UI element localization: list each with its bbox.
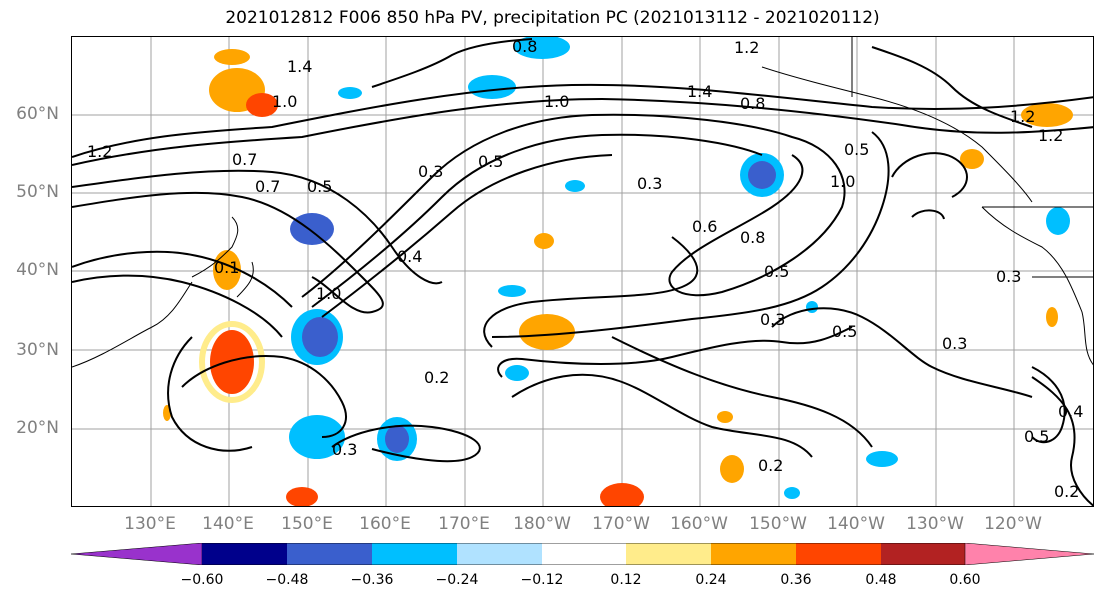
- map-panel: 0.8 1.2 1.4 1.0 1.0 1.4 0.8 1.2 1.2 0.7 …: [71, 36, 1094, 507]
- lat-label: 50°N: [16, 182, 59, 202]
- contour-label: 0.2: [1054, 482, 1079, 501]
- colorbar-segment: [796, 543, 881, 565]
- lon-label: 150°E: [281, 514, 333, 534]
- contour-label: 0.2: [424, 368, 449, 387]
- contour-label: 0.5: [832, 322, 857, 341]
- map-canvas: 0.8 1.2 1.4 1.0 1.0 1.4 0.8 1.2 1.2 0.7 …: [72, 37, 1093, 506]
- lon-label: 140°W: [827, 514, 885, 534]
- contour-label: 0.5: [1024, 427, 1049, 446]
- lat-label: 40°N: [16, 260, 59, 280]
- contour-label: 1.4: [687, 82, 712, 101]
- colorbar-tick-label: −0.24: [435, 572, 479, 588]
- contour-label: 1.2: [1038, 126, 1063, 145]
- colorbar-segment: [71, 543, 203, 565]
- contour-label: 1.2: [87, 142, 112, 161]
- contour-label: 0.1: [214, 258, 239, 277]
- lat-label: 30°N: [16, 340, 59, 360]
- colorbar-segment: [964, 543, 1094, 565]
- contour-label: 0.7: [255, 177, 280, 196]
- contour-label: 1.2: [1010, 107, 1035, 126]
- colorbar-tick-label: 0.48: [865, 572, 897, 588]
- contour-label: 0.2: [758, 456, 783, 475]
- contour-label: 1.0: [544, 92, 569, 111]
- colorbar-segment: [202, 543, 287, 565]
- contour-label: 0.5: [764, 262, 789, 281]
- contour-label: 0.8: [740, 94, 765, 113]
- lon-label: 160°E: [359, 514, 411, 534]
- lon-label: 150°W: [749, 514, 807, 534]
- lon-label: 130°E: [124, 514, 176, 534]
- colorbar-tick-label: −0.12: [520, 572, 564, 588]
- colorbar-segment: [287, 543, 372, 565]
- colorbar-segment: [457, 543, 542, 565]
- contour-label: 1.2: [734, 38, 759, 57]
- contour-label: 0.3: [942, 334, 967, 353]
- contour-label: 0.3: [418, 162, 443, 181]
- contour-label: 1.0: [830, 172, 855, 191]
- contour-label: 0.3: [996, 267, 1021, 286]
- colorbar-segment: [711, 543, 796, 565]
- colorbar-tick-label: −0.48: [265, 572, 309, 588]
- contour-label: 0.8: [740, 228, 765, 247]
- contour-label: 0.6: [692, 217, 717, 236]
- contour-label: 1.0: [316, 284, 341, 303]
- colorbar-tick-label: −0.60: [180, 572, 224, 588]
- colorbar-segment: [626, 543, 711, 565]
- lon-label: 180°W: [513, 514, 571, 534]
- colorbar-tick-label: −0.36: [350, 572, 394, 588]
- contour-label: 0.4: [397, 247, 422, 266]
- pv-contours: [72, 38, 1093, 506]
- contour-labels: 0.8 1.2 1.4 1.0 1.0 1.4 0.8 1.2 1.2 0.7 …: [87, 37, 1083, 501]
- colorbar-tick-label: 0.36: [780, 572, 812, 588]
- contour-label: 0.5: [478, 152, 503, 171]
- colorbar-segment: [542, 543, 626, 565]
- lat-label: 60°N: [16, 104, 59, 124]
- lon-label: 160°W: [670, 514, 728, 534]
- contour-label: 0.3: [760, 310, 785, 329]
- colorbar-tick-label: 0.60: [949, 572, 981, 588]
- lon-label: 130°W: [906, 514, 964, 534]
- lon-label: 170°E: [438, 514, 490, 534]
- colorbar-segment: [372, 543, 457, 565]
- lon-label: 170°W: [592, 514, 650, 534]
- contour-label: 0.5: [307, 177, 332, 196]
- contour-label: 1.4: [287, 57, 312, 76]
- lat-label: 20°N: [16, 418, 59, 438]
- contour-label: 1.0: [272, 92, 297, 111]
- contour-label: 0.5: [844, 140, 869, 159]
- colorbar-segment: [881, 543, 965, 565]
- lon-label: 120°W: [984, 514, 1042, 534]
- contour-label: 0.8: [512, 37, 537, 56]
- figure-title: 2021012812 F006 850 hPa PV, precipitatio…: [225, 8, 880, 28]
- colorbar-tick-label: 0.12: [610, 572, 642, 588]
- contour-label: 0.3: [332, 440, 357, 459]
- contour-label: 0.3: [637, 174, 662, 193]
- coastlines: [72, 37, 1093, 368]
- contour-label: 0.7: [232, 150, 257, 169]
- lon-label: 140°E: [202, 514, 254, 534]
- contour-label: 0.4: [1058, 402, 1083, 421]
- colorbar-tick-label: 0.24: [695, 572, 727, 588]
- colorbar: [71, 543, 1094, 565]
